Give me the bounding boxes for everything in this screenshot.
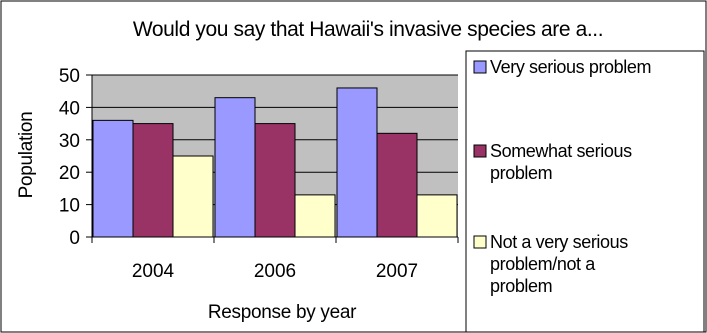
- bar-s2-c0: [172, 155, 214, 238]
- legend-label-2: Not a very serious problem/not a problem: [490, 232, 628, 296]
- legend-label-1-line-0: Somewhat serious: [490, 141, 632, 161]
- legend-label-0: Very serious problem: [490, 57, 651, 77]
- x-tick-label-2: 2007: [376, 261, 418, 282]
- legend-label-1: Somewhat serious problem: [490, 141, 632, 183]
- bar-s1-c0: [132, 123, 174, 238]
- bar-s0-c0: [92, 119, 134, 238]
- bar-s0-c2: [336, 87, 378, 238]
- legend-swatch-0: [473, 60, 487, 74]
- bar-s0-c1: [214, 97, 256, 238]
- legend-label-1-line-1: problem: [490, 163, 552, 183]
- x-tick-label-1: 2006: [254, 261, 296, 282]
- legend-swatch-1: [473, 144, 487, 158]
- legend-label-2-line-0: Not a very serious: [490, 232, 628, 252]
- plot-area: 0 10 20 30 40 50 2004 2006 2007: [59, 66, 459, 282]
- y-tick-label-0: 0: [69, 228, 80, 249]
- y-tick-label-1: 10: [59, 196, 80, 217]
- bar-s2-c2: [416, 194, 458, 238]
- y-axis-title: Population: [16, 112, 37, 199]
- y-tick-label-3: 30: [59, 131, 80, 152]
- legend-box: [465, 50, 705, 333]
- bar-s1-c2: [376, 132, 418, 238]
- y-tick-label-5: 50: [59, 66, 80, 87]
- chart-title: Would you say that Hawaii's invasive spe…: [133, 18, 603, 41]
- legend-label-2-line-2: problem: [490, 276, 552, 296]
- bar-s2-c1: [294, 194, 336, 238]
- legend-label-2-line-1: problem/not a: [490, 254, 596, 274]
- x-axis-title: Response by year: [208, 302, 357, 323]
- legend-label-0-line-0: Very serious problem: [490, 57, 651, 77]
- legend-swatch-2: [473, 235, 487, 249]
- bar-s1-c1: [254, 123, 296, 238]
- y-tick-label-4: 40: [59, 98, 80, 119]
- x-tick-label-0: 2004: [132, 261, 175, 282]
- y-tick-label-2: 20: [59, 163, 80, 184]
